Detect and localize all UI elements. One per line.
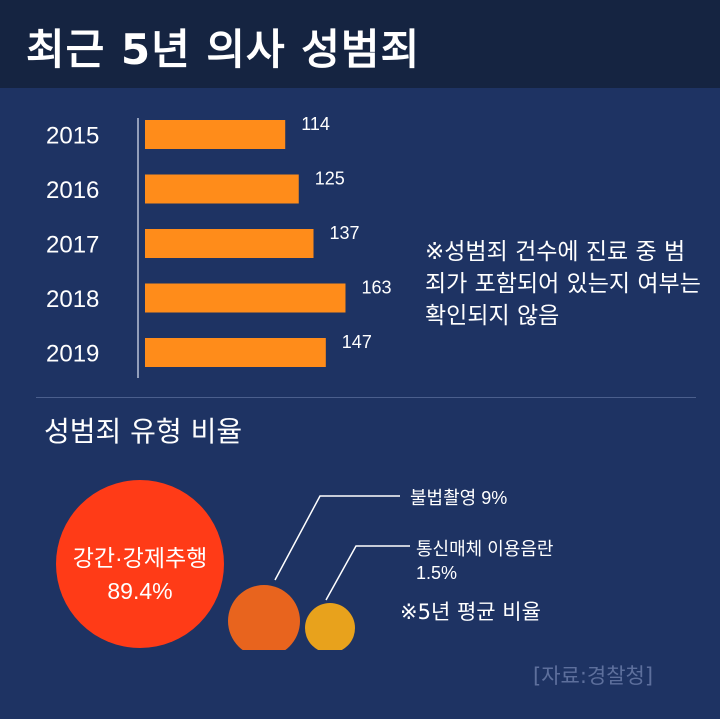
bar-2018 [145, 283, 346, 313]
bar-value-label: 125 [315, 169, 345, 189]
label-filming: 불법촬영 9% [410, 488, 507, 508]
bar-value-label: 163 [361, 278, 391, 298]
bar-value-label: 147 [342, 332, 372, 352]
label-media: 통신매체 이용음란 [416, 539, 553, 559]
label-media-value: 1.5% [416, 563, 457, 583]
average-note: ※5년 평균 비율 [400, 600, 541, 624]
bar-2017 [145, 229, 314, 258]
year-label: 2017 [46, 232, 99, 259]
leader-line-filming [274, 495, 400, 581]
year-label: 2016 [46, 177, 99, 204]
bar-2016 [145, 174, 299, 204]
bubble-rape-assault [56, 480, 224, 648]
bar-value-label: 114 [301, 114, 330, 134]
source-label: [자료:경찰청] [533, 664, 654, 688]
year-label: 2019 [46, 341, 99, 368]
leader-line-media [325, 545, 410, 601]
bar-2019 [145, 338, 326, 367]
bubble-rape-value: 89.4% [107, 578, 172, 604]
bar-value-label: 137 [330, 223, 360, 243]
bubble-chart: 강간·강제추행 89.4% 불법촬영 9% 통신매체 이용음란 1.5% [56, 480, 553, 650]
bar-2015 [145, 120, 286, 149]
bubble-illegal-filming [228, 585, 300, 650]
year-label: 2015 [46, 123, 99, 150]
page-title: 최근 5년 의사 성범죄 [26, 25, 421, 74]
footnote-text: ※성범죄 건수에 진료 중 범죄가 포함되어 있는지 여부는 확인되지 않음 [425, 239, 701, 329]
year-label: 2018 [46, 286, 99, 313]
bar-chart: 2015 114 2016 125 2017 137 2018 163 2019 147 [46, 114, 392, 378]
bubble-rape-label: 강간·강제추행 [73, 545, 208, 571]
header-banner: 최근 5년 의사 성범죄 [0, 0, 720, 88]
section-divider [36, 397, 696, 398]
bubble-media-obscenity [305, 603, 355, 650]
section-title: 성범죄 유형 비율 [44, 415, 243, 448]
